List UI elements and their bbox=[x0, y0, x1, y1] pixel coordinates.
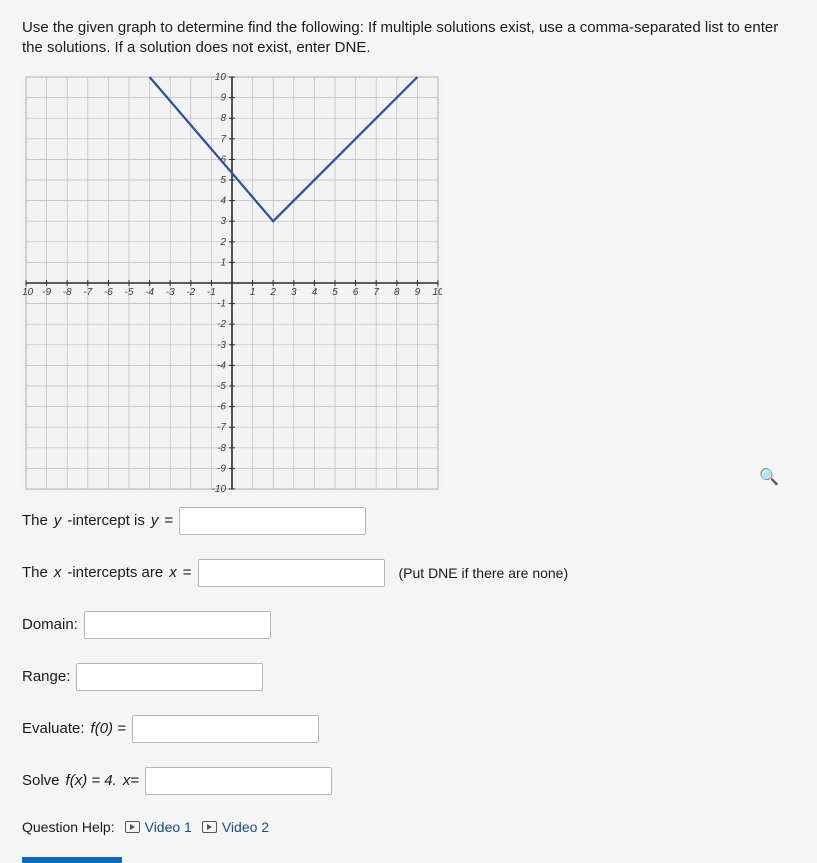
video-1-link[interactable]: Video 1 bbox=[125, 819, 192, 835]
range-input[interactable] bbox=[76, 663, 263, 691]
xint-label-prefix: The bbox=[22, 564, 48, 581]
svg-text:-1: -1 bbox=[207, 287, 216, 298]
evaluate-input[interactable] bbox=[132, 715, 319, 743]
xint-eq-var: x bbox=[169, 564, 177, 581]
video-2-text: Video 2 bbox=[222, 819, 269, 835]
svg-text:-1: -1 bbox=[217, 298, 226, 309]
graph-container: -10-9-8-7-6-5-4-3-2-11234567891010987654… bbox=[22, 73, 795, 493]
domain-label: Domain: bbox=[22, 616, 78, 633]
svg-text:-10: -10 bbox=[212, 484, 227, 493]
svg-text:2: 2 bbox=[269, 287, 276, 298]
svg-text:5: 5 bbox=[332, 287, 338, 298]
svg-text:2: 2 bbox=[219, 236, 226, 247]
svg-text:-7: -7 bbox=[217, 422, 226, 433]
svg-text:7: 7 bbox=[373, 287, 379, 298]
svg-text:-3: -3 bbox=[166, 287, 175, 298]
svg-text:5: 5 bbox=[220, 175, 226, 186]
domain-input[interactable] bbox=[84, 611, 271, 639]
submit-bar[interactable] bbox=[22, 857, 122, 863]
x-intercepts-input[interactable] bbox=[198, 559, 385, 587]
solve-label: Solve bbox=[22, 772, 60, 789]
video-2-link[interactable]: Video 2 bbox=[202, 819, 269, 835]
xint-eq-sym: = bbox=[183, 564, 192, 581]
question-solve: Solve f(x) = 4. x= bbox=[22, 767, 795, 795]
solve-expr1: f(x) = 4. bbox=[66, 772, 117, 789]
svg-text:1: 1 bbox=[220, 257, 226, 268]
solve-input[interactable] bbox=[145, 767, 332, 795]
question-domain: Domain: bbox=[22, 611, 795, 639]
svg-text:9: 9 bbox=[220, 92, 226, 103]
evaluate-label: Evaluate: bbox=[22, 720, 85, 737]
svg-text:10: 10 bbox=[215, 73, 227, 83]
question-evaluate: Evaluate: f(0) = bbox=[22, 715, 795, 743]
instructions-text: Use the given graph to determine find th… bbox=[22, 18, 795, 59]
svg-text:-2: -2 bbox=[217, 319, 226, 330]
y-intercept-input[interactable] bbox=[179, 507, 366, 535]
help-label: Question Help: bbox=[22, 819, 115, 835]
question-y-intercept: The y -intercept is y = bbox=[22, 507, 795, 535]
svg-text:7: 7 bbox=[220, 133, 226, 144]
magnifier-icon[interactable]: 🔍 bbox=[759, 467, 779, 487]
play-icon bbox=[202, 821, 217, 833]
svg-text:-10: -10 bbox=[22, 287, 34, 298]
svg-text:-7: -7 bbox=[83, 287, 92, 298]
svg-text:-9: -9 bbox=[42, 287, 51, 298]
range-label: Range: bbox=[22, 668, 70, 685]
svg-text:1: 1 bbox=[250, 287, 256, 298]
svg-text:9: 9 bbox=[415, 287, 421, 298]
yint-label-prefix: The bbox=[22, 512, 48, 529]
svg-text:-8: -8 bbox=[63, 287, 72, 298]
xint-var: x bbox=[54, 564, 62, 581]
yint-eq-sym: = bbox=[164, 512, 173, 529]
coordinate-graph: -10-9-8-7-6-5-4-3-2-11234567891010987654… bbox=[22, 73, 442, 493]
svg-text:-4: -4 bbox=[145, 287, 154, 298]
svg-text:10: 10 bbox=[432, 287, 442, 298]
svg-text:-3: -3 bbox=[217, 339, 226, 350]
xint-note: (Put DNE if there are none) bbox=[399, 565, 569, 581]
svg-text:8: 8 bbox=[220, 113, 226, 124]
question-x-intercepts: The x -intercepts are x = (Put DNE if th… bbox=[22, 559, 795, 587]
svg-text:3: 3 bbox=[220, 216, 226, 227]
svg-text:3: 3 bbox=[291, 287, 297, 298]
svg-text:4: 4 bbox=[312, 287, 318, 298]
play-icon bbox=[125, 821, 140, 833]
yint-label-suffix: -intercept is bbox=[67, 512, 145, 529]
svg-text:-5: -5 bbox=[217, 381, 226, 392]
svg-text:6: 6 bbox=[353, 287, 359, 298]
svg-text:-6: -6 bbox=[104, 287, 113, 298]
question-help-row: Question Help: Video 1 Video 2 bbox=[22, 819, 795, 835]
svg-text:-4: -4 bbox=[217, 360, 226, 371]
yint-eq-var: y bbox=[151, 512, 159, 529]
solve-expr2: x= bbox=[123, 772, 139, 789]
svg-text:-5: -5 bbox=[125, 287, 134, 298]
svg-text:-9: -9 bbox=[217, 463, 226, 474]
svg-text:-2: -2 bbox=[186, 287, 195, 298]
video-1-text: Video 1 bbox=[145, 819, 192, 835]
yint-var: y bbox=[54, 512, 62, 529]
svg-text:4: 4 bbox=[220, 195, 226, 206]
svg-text:-8: -8 bbox=[217, 442, 226, 453]
svg-text:-6: -6 bbox=[217, 401, 226, 412]
svg-text:8: 8 bbox=[394, 287, 400, 298]
question-range: Range: bbox=[22, 663, 795, 691]
evaluate-expr: f(0) = bbox=[91, 720, 126, 737]
xint-label-suffix: -intercepts are bbox=[67, 564, 163, 581]
